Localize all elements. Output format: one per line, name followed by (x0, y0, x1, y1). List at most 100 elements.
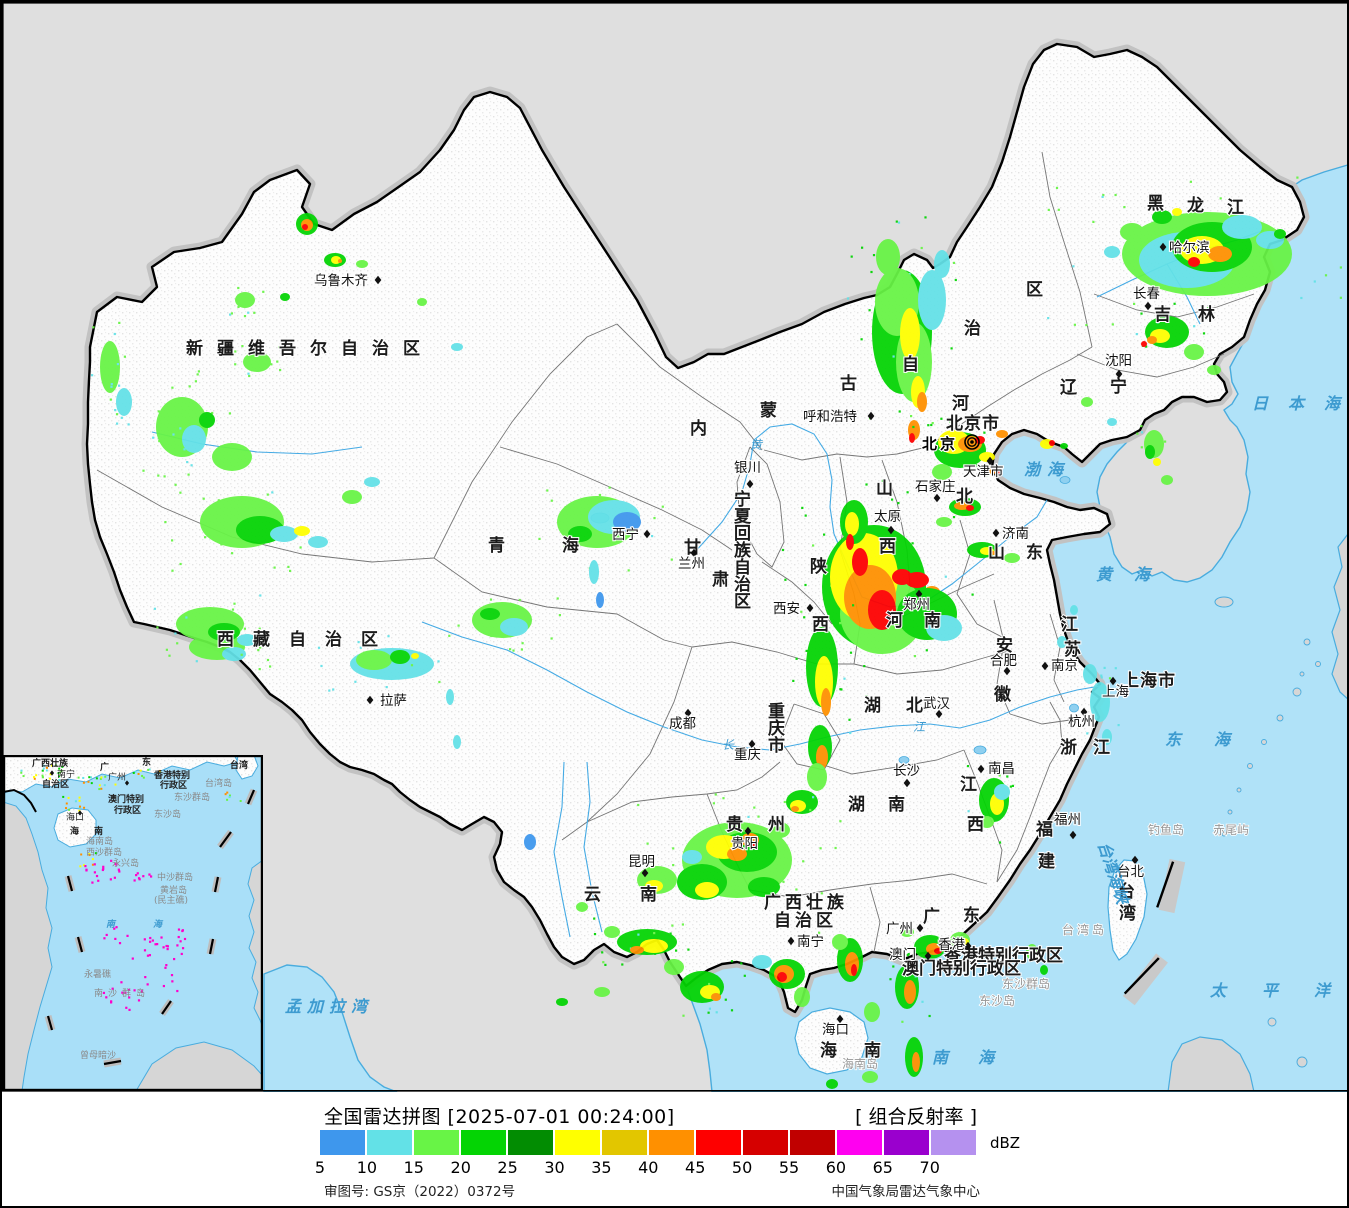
inset-national-border (3, 788, 37, 813)
province-label: 重庆市 (764, 701, 785, 753)
reef-marker (85, 869, 88, 872)
inset-label: (民主礁) (154, 894, 188, 906)
reef-marker (137, 999, 141, 1002)
reef-marker (133, 879, 136, 882)
inset-label: 曾母暗沙 (80, 1049, 116, 1061)
city-marker (1131, 855, 1139, 865)
province-label: 古 (840, 373, 857, 394)
city-label: 台北 (1117, 864, 1145, 880)
luzon-island (1167, 1036, 1255, 1092)
legend-panel: 全国雷达拼图 [2025-07-01 00:24:00] [ 组合反射率 ] 5… (2, 1092, 1347, 1206)
map-frame (2, 2, 1347, 1092)
city-label: 成都 (669, 716, 696, 732)
reef-marker (109, 878, 112, 881)
boundary-dash-bars (1122, 858, 1186, 1006)
tick-60: 60 (825, 1158, 847, 1177)
reef-marker (133, 989, 136, 992)
sea-label: 日本海 (1252, 394, 1349, 413)
city-marker (887, 525, 895, 535)
inset-label: 中沙群岛 (157, 871, 193, 883)
province-label: 自治区 (774, 910, 837, 931)
reef-marker (181, 947, 185, 950)
city-marker (1003, 666, 1011, 676)
map-license: 审图号: GS京（2022）0372号 (324, 1184, 516, 1200)
inset-borneo (135, 1041, 263, 1091)
reef-marker (135, 874, 138, 877)
tick-10: 10 (356, 1158, 378, 1177)
japan-kyushu (1331, 534, 1347, 700)
reef-marker (93, 871, 96, 874)
reef-marker (154, 943, 157, 946)
reef-marker (117, 868, 120, 871)
reef-marker (102, 867, 105, 870)
product-label: [ 组合反射率 ] (855, 1106, 977, 1128)
inset-label: 广州 (108, 771, 126, 783)
reef-marker (151, 939, 154, 942)
city-marker (915, 589, 923, 599)
city-marker (787, 936, 795, 946)
city-label: 杭州 (1068, 714, 1095, 730)
province-label: 香港特别行政区 (944, 945, 1063, 966)
reef-marker (93, 863, 96, 866)
colorbar-cell-30 (555, 1130, 600, 1155)
city-label: 长沙 (893, 763, 920, 779)
reef-marker (95, 874, 99, 878)
reflectivity-colorbar (320, 1130, 976, 1155)
reef-marker (142, 875, 145, 878)
reef-marker (113, 927, 116, 930)
inset-vietnam (3, 801, 53, 1091)
colorbar-cell-15 (414, 1130, 459, 1155)
city-marker (684, 708, 692, 718)
province-label: 浙 (1060, 737, 1077, 758)
reef-marker (91, 881, 94, 884)
reef-marker (101, 868, 104, 872)
tick-35: 35 (591, 1158, 612, 1177)
city-label: 西安 (773, 601, 800, 617)
city-label: 沈阳 (1105, 353, 1132, 369)
province-label: 河 (886, 611, 903, 631)
ryukyu-islands (1221, 638, 1321, 1068)
reef-marker (162, 984, 165, 988)
city-label: 澳门 (889, 947, 916, 963)
city-marker (746, 479, 754, 489)
city-label: 哈尔滨 (1169, 240, 1210, 256)
inset-label: 永暑礁 (84, 968, 111, 980)
province-label: 湾 (1119, 903, 1136, 924)
tick-55: 55 (778, 1158, 800, 1177)
reef-marker (105, 933, 108, 937)
city-marker (964, 941, 972, 951)
capital-marker-mid (967, 437, 977, 447)
province-label: 区 (1026, 280, 1043, 300)
reef-marker (127, 988, 131, 991)
inset-philippines (247, 859, 263, 1029)
reef-marker (164, 966, 167, 969)
city-label: 拉萨 (380, 693, 407, 709)
province-label: 宁夏回族自治区 (730, 489, 751, 609)
tick-40: 40 (638, 1158, 659, 1177)
reef-marker (102, 865, 105, 868)
tick-30: 30 (544, 1158, 565, 1177)
city-label: 天津市 (963, 463, 1004, 480)
inset-label: 南 (94, 825, 103, 837)
colorbar-ticks: 5 10 15 20 25 30 35 40 45 50 55 60 65 70 (2, 1158, 1347, 1178)
province-label: 台 (1118, 881, 1135, 902)
city-marker (924, 951, 932, 961)
city-marker (1109, 676, 1117, 686)
reef-marker (138, 878, 141, 881)
colorbar-cell-70 (931, 1130, 976, 1155)
reef-marker (118, 870, 121, 873)
colorbar-cell-45 (696, 1130, 741, 1155)
colorbar-cell-25 (508, 1130, 553, 1155)
nine-dash-segment (219, 831, 232, 848)
inset-label: 自治区 (42, 778, 69, 790)
province-label: 北京市 (946, 413, 1000, 434)
nine-dash-segment (46, 1015, 54, 1031)
reef-marker (105, 996, 108, 999)
city-marker (1115, 369, 1123, 379)
reef-marker (125, 1006, 128, 1009)
reef-marker (166, 945, 169, 948)
nine-dash-segment (213, 876, 220, 893)
city-marker (744, 826, 752, 836)
